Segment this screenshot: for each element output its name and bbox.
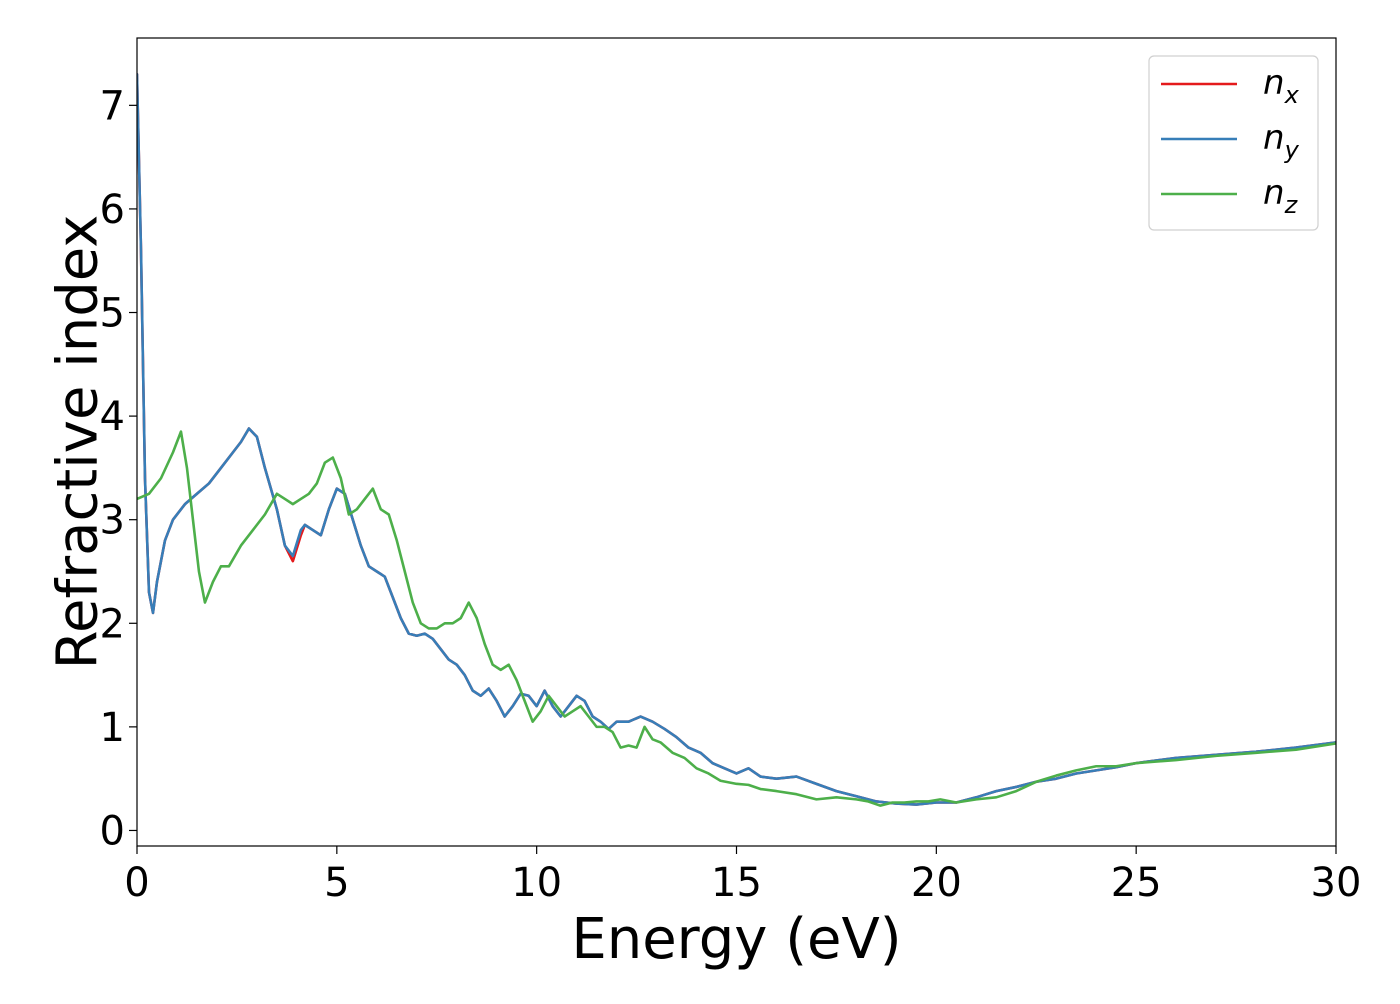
x-axis: 0 5 10 15 20 25 30: [124, 846, 1361, 906]
legend-label-z: nz: [1263, 173, 1299, 219]
x-tick-label: 5: [324, 860, 349, 906]
legend-box: [1148, 55, 1319, 231]
x-tick-label: 20: [911, 860, 962, 906]
y-axis: 0 1 2 3 4 5 6 7: [100, 83, 137, 854]
y-tick-label: 6: [100, 187, 125, 233]
x-axis-title: Energy (eV): [571, 907, 901, 972]
y-axis-title: Refractive index: [46, 215, 111, 670]
series-layer: [137, 72, 1336, 807]
series-line-z: [137, 430, 1336, 807]
y-tick-label: 2: [100, 601, 125, 647]
x-tick-label: 15: [711, 860, 762, 906]
y-tick-label: 0: [100, 808, 125, 854]
y-tick-label: 3: [100, 498, 125, 544]
y-tick-label: 4: [100, 394, 125, 440]
y-tick-label: 1: [100, 705, 125, 751]
y-tick-label: 5: [100, 291, 125, 337]
y-tick-label: 7: [100, 83, 125, 129]
x-tick-label: 30: [1311, 860, 1362, 906]
x-tick-label: 0: [124, 860, 149, 906]
x-tick-label: 25: [1111, 860, 1162, 906]
legend-label-y: ny: [1263, 118, 1300, 164]
x-tick-label: 10: [511, 860, 562, 906]
